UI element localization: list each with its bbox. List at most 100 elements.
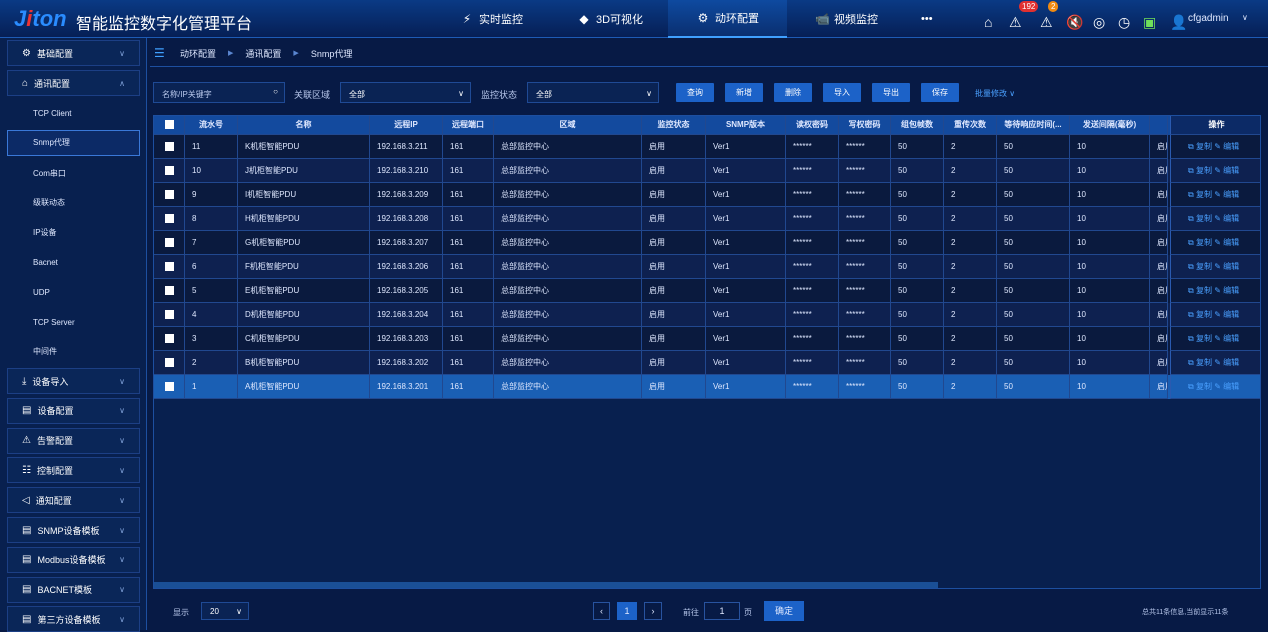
- edit-link[interactable]: 编辑: [1223, 238, 1240, 247]
- edit-link[interactable]: 编辑: [1223, 358, 1240, 367]
- sidebar-item[interactable]: ◁ 通知配置 ∨: [7, 487, 140, 514]
- checkbox[interactable]: [164, 286, 174, 296]
- checkbox[interactable]: [164, 190, 174, 200]
- copy-link[interactable]: 复制: [1195, 310, 1212, 319]
- sidebar-item[interactable]: ▤ 第三方设备模板 ∨: [7, 606, 140, 632]
- area-select[interactable]: 全部 ∨: [340, 82, 471, 103]
- sidebar-subitem[interactable]: 级联动态: [33, 198, 65, 208]
- more-button[interactable]: •••: [921, 13, 933, 25]
- edit-link[interactable]: 编辑: [1223, 286, 1240, 295]
- sidebar-subitem[interactable]: UDP: [33, 287, 50, 297]
- edit-link[interactable]: 编辑: [1223, 142, 1240, 151]
- sidebar-subitem[interactable]: TCP Server: [33, 317, 75, 327]
- table-row[interactable]: 11 K机柜智能PDU 192.168.3.211 161 总部监控中心 启用 Ver1 **…: [154, 135, 1260, 159]
- sidebar-subitem[interactable]: TCP Client: [33, 109, 72, 118]
- edit-link[interactable]: 编辑: [1223, 190, 1240, 199]
- copy-link[interactable]: 复制: [1195, 358, 1212, 367]
- page-size-select[interactable]: 20 ∨: [201, 602, 249, 620]
- table-row[interactable]: 2 B机柜智能PDU 192.168.3.202 161 总部监控中心 启用 Ver1 ***…: [154, 351, 1260, 375]
- sidebar-subitem[interactable]: Bacnet: [33, 258, 58, 267]
- table-row[interactable]: 10 J机柜智能PDU 192.168.3.210 161 总部监控中心 启用 Ver1 **…: [154, 159, 1260, 183]
- nav-env-config[interactable]: ⚙ 动环配置: [668, 0, 787, 38]
- user-name[interactable]: cfgadmin: [1188, 13, 1229, 24]
- monitor-chart-icon[interactable]: ▣: [1143, 14, 1157, 30]
- checkbox[interactable]: [164, 262, 174, 272]
- table-row[interactable]: 9 I机柜智能PDU 192.168.3.209 161 总部监控中心 启用 Ver1 ***…: [154, 183, 1260, 207]
- checkbox[interactable]: [164, 166, 174, 176]
- save-button[interactable]: 保存: [921, 83, 959, 102]
- edit-link[interactable]: 编辑: [1223, 214, 1240, 223]
- search-icon[interactable]: ○: [273, 87, 278, 96]
- sidebar-item[interactable]: ▤ 设备配置 ∨: [7, 397, 140, 424]
- copy-link[interactable]: 复制: [1195, 214, 1212, 223]
- copy-link[interactable]: 复制: [1195, 286, 1212, 295]
- status-select[interactable]: 全部 ∨: [527, 82, 659, 103]
- checkbox[interactable]: [164, 382, 174, 392]
- sidebar-item[interactable]: ▤ SNMP设备模板 ∨: [7, 517, 140, 543]
- table-row[interactable]: 8 H机柜智能PDU 192.168.3.208 161 总部监控中心 启用 Ver1 ***…: [154, 207, 1260, 231]
- checkbox[interactable]: [164, 358, 174, 368]
- breadcrumb-item[interactable]: 动环配置: [180, 48, 217, 59]
- mute-icon[interactable]: 🔇: [1066, 14, 1084, 30]
- checkbox[interactable]: [164, 142, 174, 152]
- sidebar-subitem[interactable]: Snmp代理: [7, 129, 140, 156]
- nav-realtime[interactable]: ⚡ 实时监控: [460, 0, 523, 38]
- search-input[interactable]: 名称/IP关键字 ○: [153, 82, 285, 103]
- warning-check-icon[interactable]: ⚠: [1040, 14, 1053, 30]
- copy-link[interactable]: 复制: [1195, 166, 1212, 175]
- table-row[interactable]: 7 G机柜智能PDU 192.168.3.207 161 总部监控中心 启用 Ver1 ***…: [154, 231, 1260, 255]
- checkbox[interactable]: [164, 238, 174, 248]
- edit-link[interactable]: 编辑: [1223, 166, 1240, 175]
- prev-page-button[interactable]: ‹: [593, 602, 610, 620]
- page-1-button[interactable]: 1: [617, 602, 637, 620]
- table-row[interactable]: 6 F机柜智能PDU 192.168.3.206 161 总部监控中心 启用 Ver1 ***…: [154, 255, 1260, 279]
- table-row[interactable]: 5 E机柜智能PDU 192.168.3.205 161 总部监控中心 启用 Ver1 ***…: [154, 279, 1260, 303]
- sidebar-subitem[interactable]: 中间件: [33, 347, 57, 357]
- query-button[interactable]: 查询: [676, 83, 714, 102]
- sidebar-subitem[interactable]: Com串口: [33, 168, 66, 178]
- edit-link[interactable]: 编辑: [1223, 334, 1240, 343]
- sidebar-item[interactable]: ▤ BACNET模板 ∨: [7, 576, 140, 603]
- sidebar-item[interactable]: ⚠ 告警配置 ∨: [7, 427, 140, 454]
- checkbox[interactable]: [164, 334, 174, 344]
- alarm-icon[interactable]: ⚠: [1009, 14, 1022, 30]
- checkbox[interactable]: [164, 214, 174, 224]
- table-row[interactable]: 4 D机柜智能PDU 192.168.3.204 161 总部监控中心 启用 Ver1 ***…: [154, 303, 1260, 327]
- timer-icon[interactable]: ◷: [1118, 14, 1131, 30]
- breadcrumb-item[interactable]: 通讯配置: [245, 48, 282, 59]
- chevron-down-icon[interactable]: ∨: [1242, 13, 1248, 22]
- goto-page-input[interactable]: 1: [704, 602, 740, 620]
- sidebar-item[interactable]: ⤓ 设备导入 ∨: [7, 368, 140, 394]
- sidebar-subitem[interactable]: IP设备: [33, 228, 57, 238]
- checkbox[interactable]: [164, 310, 174, 320]
- copy-link[interactable]: 复制: [1195, 262, 1212, 271]
- copy-link[interactable]: 复制: [1195, 238, 1212, 247]
- copy-link[interactable]: 复制: [1195, 334, 1212, 343]
- refresh-icon[interactable]: ◎: [1093, 14, 1106, 30]
- edit-link[interactable]: 编辑: [1223, 310, 1240, 319]
- sidebar-item[interactable]: ▤ Modbus设备模板 ∨: [7, 546, 140, 573]
- confirm-button[interactable]: 确定: [764, 601, 804, 621]
- batch-edit-dropdown[interactable]: 批量修改 ∨: [975, 89, 1016, 98]
- checkbox[interactable]: [164, 120, 174, 130]
- table-row[interactable]: 1 A机柜智能PDU 192.168.3.201 161 总部监控中心 启用 Ver1 ***…: [154, 375, 1260, 399]
- edit-link[interactable]: 编辑: [1223, 382, 1240, 391]
- horizontal-scrollbar[interactable]: [154, 582, 938, 588]
- export-button[interactable]: 导出: [872, 83, 910, 102]
- copy-link[interactable]: 复制: [1195, 382, 1212, 391]
- next-page-button[interactable]: ›: [644, 602, 662, 620]
- add-button[interactable]: 新增: [725, 83, 763, 102]
- copy-link[interactable]: 复制: [1195, 190, 1212, 199]
- table-row[interactable]: 3 C机柜智能PDU 192.168.3.203 161 总部监控中心 启用 Ver1 ***…: [154, 327, 1260, 351]
- menu-toggle-icon[interactable]: ☰: [154, 46, 165, 60]
- import-button[interactable]: 导入: [823, 83, 861, 102]
- edit-link[interactable]: 编辑: [1223, 262, 1240, 271]
- sidebar-item[interactable]: ☷ 控制配置 ∨: [7, 457, 140, 484]
- nav-video[interactable]: 📹 视频监控: [815, 12, 878, 26]
- copy-link[interactable]: 复制: [1195, 142, 1212, 151]
- sidebar-item[interactable]: ⚙ 基础配置 ∨: [7, 40, 140, 66]
- home-icon[interactable]: ⌂: [984, 14, 993, 30]
- delete-button[interactable]: 删除: [774, 83, 812, 102]
- nav-3d[interactable]: ◆ 3D可视化: [577, 0, 643, 38]
- sidebar-item[interactable]: ⌂ 通讯配置 ∧: [7, 70, 140, 96]
